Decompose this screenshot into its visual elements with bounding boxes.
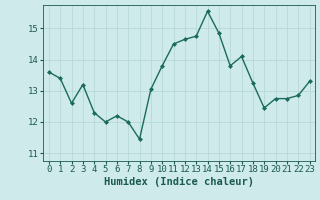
X-axis label: Humidex (Indice chaleur): Humidex (Indice chaleur)	[104, 177, 254, 187]
